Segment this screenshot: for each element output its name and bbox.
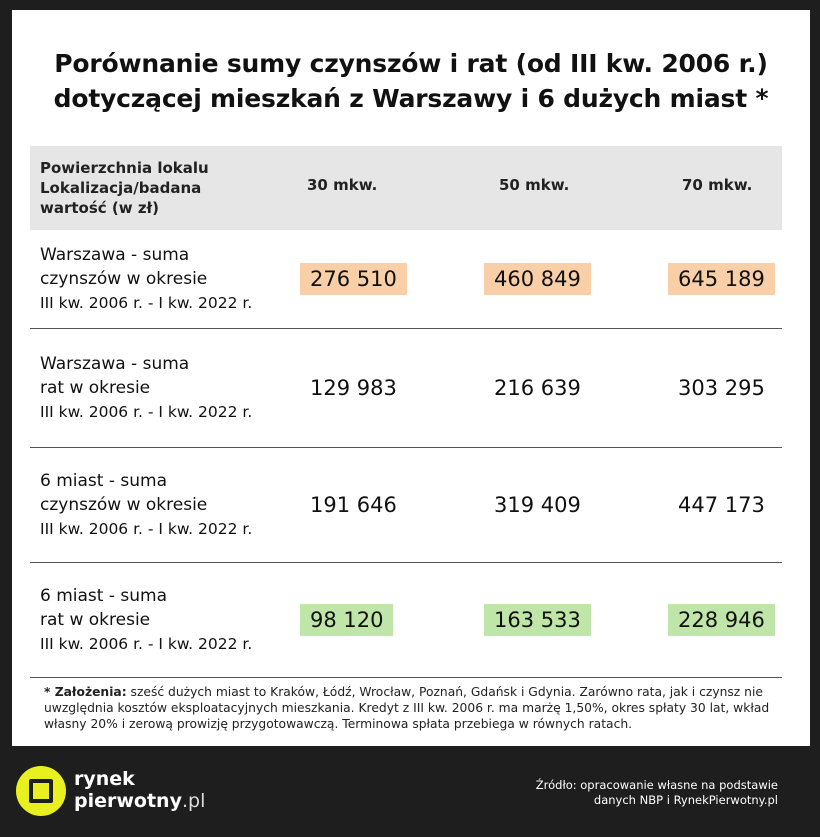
table-cell-value: 98 120: [300, 604, 394, 636]
table-cell-value: 460 849: [484, 263, 591, 295]
note-prefix: * Założenia:: [44, 685, 127, 699]
table-cell-value: 645 189: [668, 263, 775, 295]
page-title: Porównanie sumy czynszów i rat (od III k…: [12, 46, 810, 116]
table-row: 6 miast - suma rat w okresie III kw. 2006 …: [30, 563, 782, 678]
table-cell-value: 163 533: [484, 604, 591, 636]
row-label-line: rat w okresie: [40, 378, 151, 398]
table-cell-value: 319 409: [494, 493, 581, 517]
row-label-line: Warszawa - suma: [40, 354, 190, 374]
logo-wordmark: rynek pierwotny.pl: [74, 768, 205, 812]
row-label-line: 6 miast - suma: [40, 586, 167, 606]
column-header-30: 30 mkw.: [307, 176, 378, 194]
row-label: Warszawa - suma rat w okresie III kw. 2006…: [40, 352, 252, 424]
table-cell-value: 276 510: [300, 263, 407, 295]
title-line-1: Porównanie sumy czynszów i rat (od III k…: [54, 49, 768, 78]
header-corner-label: Powierzchnia lokalu Lokalizacja/badana w…: [40, 158, 260, 218]
title-line-2: dotyczącej mieszkań z Warszawy i 6 dużyc…: [53, 84, 769, 113]
column-header-50: 50 mkw.: [499, 176, 570, 194]
corner-line-3: wartość (w zł): [40, 199, 159, 217]
table-cell-value: 447 173: [678, 493, 765, 517]
brand-logo: rynek pierwotny.pl: [16, 766, 205, 820]
source-line-2: danych NBP i RynekPierwotny.pl: [593, 793, 778, 807]
row-label-line: III kw. 2006 r. - I kw. 2022 r.: [40, 635, 253, 653]
table-header: Powierzchnia lokalu Lokalizacja/badana w…: [30, 146, 782, 230]
row-label-line: czynszów w okresie: [40, 269, 208, 289]
corner-line-2: Lokalizacja/badana: [40, 179, 202, 197]
table-cell-value: 228 946: [668, 604, 775, 636]
row-label-line: Warszawa - suma: [40, 245, 190, 265]
rynek-logo-icon: [16, 766, 66, 816]
table-row: 6 miast - suma czynszów w okresie III kw. …: [30, 448, 782, 563]
table-cell-value: 191 646: [310, 493, 397, 517]
logo-line-1: rynek: [74, 768, 135, 790]
table-cell-value: 216 639: [494, 376, 581, 400]
logo-line-2: pierwotny: [74, 790, 182, 812]
comparison-table: Powierzchnia lokalu Lokalizacja/badana w…: [30, 146, 782, 678]
row-label-line: III kw. 2006 r. - I kw. 2022 r.: [40, 520, 253, 538]
row-label: 6 miast - suma rat w okresie III kw. 2006 …: [40, 584, 252, 656]
column-header-70: 70 mkw.: [682, 176, 753, 194]
table-cell-value: 303 295: [678, 376, 765, 400]
source-line-1: Źródło: opracowanie własne na podstawie: [535, 778, 778, 792]
corner-line-1: Powierzchnia lokalu: [40, 159, 209, 177]
row-label-line: III kw. 2006 r. - I kw. 2022 r.: [40, 294, 253, 312]
row-label: 6 miast - suma czynszów w okresie III kw. …: [40, 469, 252, 541]
table-row: Warszawa - suma rat w okresie III kw. 2006…: [30, 329, 782, 448]
logo-suffix: .pl: [181, 790, 206, 812]
row-label: Warszawa - suma czynszów w okresie III kw.…: [40, 243, 252, 315]
row-label-line: 6 miast - suma: [40, 471, 167, 491]
source-note: Źródło: opracowanie własne na podstawie …: [536, 778, 778, 808]
note-text: sześć dużych miast to Kraków, Łódź, Wroc…: [44, 685, 770, 731]
table-cell-value: 129 983: [310, 376, 397, 400]
infographic-card: Porównanie sumy czynszów i rat (od III k…: [12, 10, 810, 746]
row-label-line: rat w okresie: [40, 610, 151, 630]
table-row: Warszawa - suma czynszów w okresie III kw.…: [30, 230, 782, 329]
row-label-line: III kw. 2006 r. - I kw. 2022 r.: [40, 403, 253, 421]
assumptions-note: * Założenia: sześć dużych miast to Krakó…: [44, 684, 784, 732]
row-label-line: czynszów w okresie: [40, 495, 208, 515]
